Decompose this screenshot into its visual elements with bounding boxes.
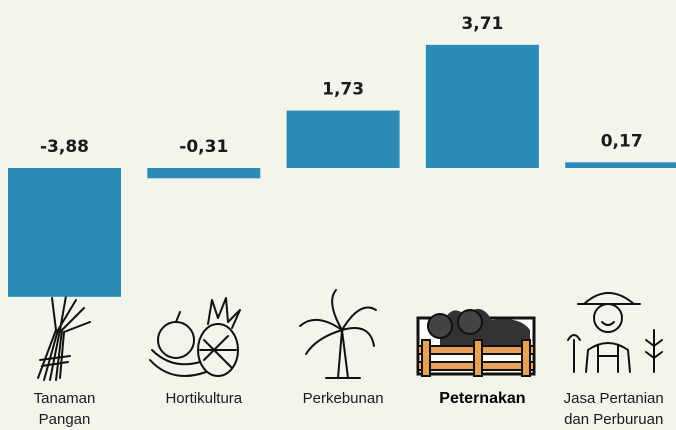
bar <box>425 44 539 168</box>
category-label: dan Perburuan <box>564 411 663 428</box>
category-label: Jasa Pertanian <box>564 390 664 407</box>
value-label: -3,88 <box>40 137 89 157</box>
icon-fruits <box>149 297 241 377</box>
category-label: Tanaman <box>34 390 96 407</box>
icon-wheat <box>37 295 91 381</box>
value-label: 3,71 <box>461 14 503 34</box>
bar <box>565 162 676 168</box>
bar <box>147 168 261 179</box>
category-label: Pangan <box>39 411 91 428</box>
bar <box>8 168 121 297</box>
bar <box>286 110 400 168</box>
category-label: Peternakan <box>439 390 525 407</box>
icon-farmer <box>567 292 663 373</box>
category-label: Hortikultura <box>165 390 242 407</box>
icon-cows <box>416 308 536 377</box>
category-label: Perkebunan <box>303 390 384 407</box>
value-label: 0,17 <box>601 131 643 151</box>
value-label: 1,73 <box>322 80 364 100</box>
value-label: -0,31 <box>179 137 228 157</box>
icon-palm <box>299 289 377 379</box>
